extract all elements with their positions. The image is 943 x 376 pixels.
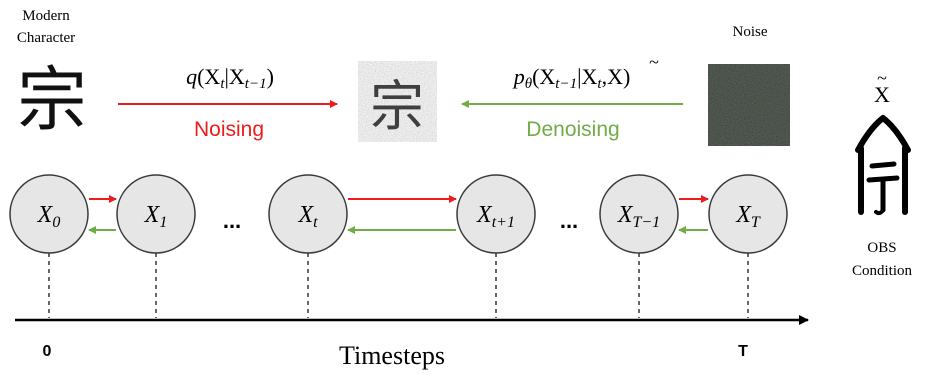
condition-label-line2: Condition bbox=[852, 263, 913, 279]
state-node-label: X1 bbox=[144, 202, 168, 231]
forward-formula-sub2: t−1 bbox=[245, 76, 267, 92]
reverse-formula-sub2: t bbox=[597, 76, 602, 92]
state-node-circle bbox=[116, 174, 196, 254]
forward-formula-x2: X bbox=[229, 64, 245, 89]
condition-tilde: ~ bbox=[877, 68, 887, 88]
forward-formula-open: ( bbox=[197, 64, 204, 89]
reverse-formula-x1: X bbox=[539, 64, 555, 89]
denoising-label: Denoising bbox=[526, 118, 619, 141]
state-node-circle bbox=[456, 174, 536, 254]
state-node-circle bbox=[708, 174, 788, 254]
forward-formula-x1: X bbox=[204, 64, 220, 89]
reverse-formula-theta: θ bbox=[525, 76, 533, 92]
state-node-circle bbox=[9, 174, 89, 254]
forward-formula-sub1: t bbox=[220, 76, 225, 92]
condition-label-line1: OBS bbox=[867, 240, 896, 256]
ellipsis-left: ... bbox=[223, 208, 241, 233]
reverse-formula-bar: | bbox=[577, 64, 581, 89]
forward-formula-bar: | bbox=[224, 64, 228, 89]
reverse-formula-close: ) bbox=[623, 64, 630, 89]
chain-arrows bbox=[88, 195, 709, 234]
state-node: Xt+1 bbox=[456, 174, 536, 254]
forward-formula-close: ) bbox=[267, 64, 274, 89]
axis-end-tick: T bbox=[738, 343, 748, 360]
noisy-character-glyph: 宗 bbox=[370, 77, 424, 137]
state-node-label: X0 bbox=[37, 202, 61, 231]
reverse-formula-p: p bbox=[512, 64, 525, 89]
state-node: X1 bbox=[116, 174, 196, 254]
noisy-character-image: 宗 bbox=[358, 61, 437, 142]
state-node: Xt bbox=[268, 174, 348, 254]
reverse-formula-tilde: ~ bbox=[649, 52, 659, 72]
modern-character-glyph: 宗 bbox=[17, 63, 87, 140]
reverse-formula-sub1: t−1 bbox=[555, 76, 577, 92]
modern-character-label-line1: Modern bbox=[22, 8, 70, 24]
state-node: X0 bbox=[9, 174, 89, 254]
noising-label: Noising bbox=[194, 118, 264, 141]
reverse-formula-x3: X bbox=[607, 64, 623, 89]
reverse-formula-x2: X bbox=[582, 64, 598, 89]
state-node: XT bbox=[708, 174, 788, 254]
axis-start-tick: 0 bbox=[43, 343, 52, 360]
state-nodes: X0 X1 Xt Xt+1 XT−1 XT bbox=[9, 174, 788, 254]
state-node-label: Xt+1 bbox=[476, 202, 515, 231]
state-node: XT−1 bbox=[599, 174, 679, 254]
ellipsis-right: ... bbox=[560, 208, 578, 233]
modern-character-label-line2: Character bbox=[17, 30, 75, 46]
state-node-label: XT bbox=[735, 202, 761, 231]
state-node-label: XT−1 bbox=[617, 202, 660, 231]
reverse-formula-comma: , bbox=[602, 64, 608, 89]
state-node-circle bbox=[599, 174, 679, 254]
noise-image bbox=[708, 64, 790, 146]
reverse-formula: pθ(Xt−1|Xt,X) bbox=[512, 64, 631, 92]
axis-label: Timesteps bbox=[339, 341, 445, 370]
forward-formula: q(Xt|Xt−1) bbox=[186, 64, 274, 92]
reverse-formula-open: ( bbox=[532, 64, 539, 89]
timestep-dashes bbox=[48, 253, 749, 318]
state-node-label: Xt bbox=[297, 202, 318, 231]
state-node-circle bbox=[268, 174, 348, 254]
condition-symbol: X bbox=[874, 82, 890, 107]
noise-label: Noise bbox=[733, 24, 768, 40]
forward-formula-q: q bbox=[186, 64, 197, 89]
obs-glyph bbox=[855, 115, 911, 216]
